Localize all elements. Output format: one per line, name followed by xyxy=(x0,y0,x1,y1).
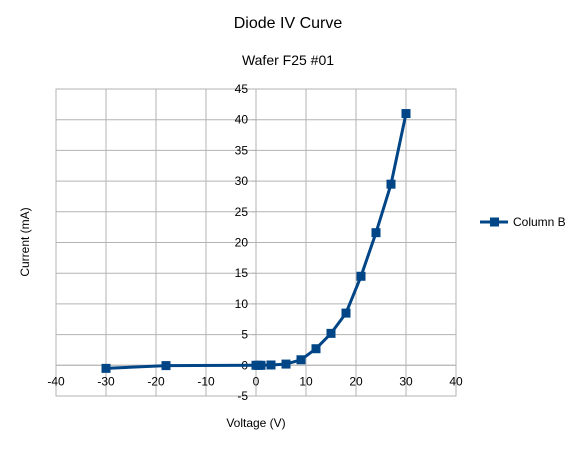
data-point xyxy=(341,308,351,318)
data-point xyxy=(326,328,336,338)
x-tick-label: -40 xyxy=(47,374,65,388)
data-point xyxy=(281,359,291,369)
plot-area: -40 -30 -20 -10 0 10 20 30 40-505101520253035404… xyxy=(47,82,463,403)
y-tick-label: 30 xyxy=(235,174,249,188)
data-point xyxy=(371,228,381,238)
legend-marker xyxy=(490,217,499,227)
x-tick-label: 0 xyxy=(253,374,260,388)
y-tick-label: -5 xyxy=(237,389,248,403)
data-point xyxy=(356,271,366,281)
y-tick-label: 10 xyxy=(235,297,249,311)
data-point xyxy=(101,363,111,373)
y-tick-label: 20 xyxy=(235,236,249,250)
y-tick-label: 40 xyxy=(235,113,249,127)
data-point xyxy=(386,179,396,189)
x-tick-label: -20 xyxy=(147,374,165,388)
data-point xyxy=(161,361,171,371)
y-axis-title: Current (mA) xyxy=(18,207,32,276)
x-tick-label: -10 xyxy=(197,374,215,388)
legend: Column B xyxy=(480,215,566,229)
data-point xyxy=(266,360,276,370)
x-axis-title: Voltage (V) xyxy=(226,416,285,430)
y-tick-label: 5 xyxy=(241,328,248,342)
y-tick-label: 35 xyxy=(235,143,249,157)
data-point xyxy=(311,344,321,354)
y-tick-label: 25 xyxy=(235,205,249,219)
y-tick-label: 15 xyxy=(235,266,249,280)
data-point xyxy=(401,109,411,119)
chart-subtitle: Wafer F25 #01 xyxy=(242,52,334,68)
chart-title: Diode IV Curve xyxy=(234,15,343,32)
x-tick-label: 10 xyxy=(299,374,313,388)
x-tick-label: 30 xyxy=(399,374,413,388)
x-tick-label: 40 xyxy=(449,374,463,388)
y-tick-label: 45 xyxy=(235,82,249,96)
data-point xyxy=(296,355,306,365)
x-tick-label: -30 xyxy=(97,374,115,388)
data-point xyxy=(256,360,266,370)
x-tick-label: 20 xyxy=(349,374,363,388)
legend-label: Column B xyxy=(513,215,566,229)
